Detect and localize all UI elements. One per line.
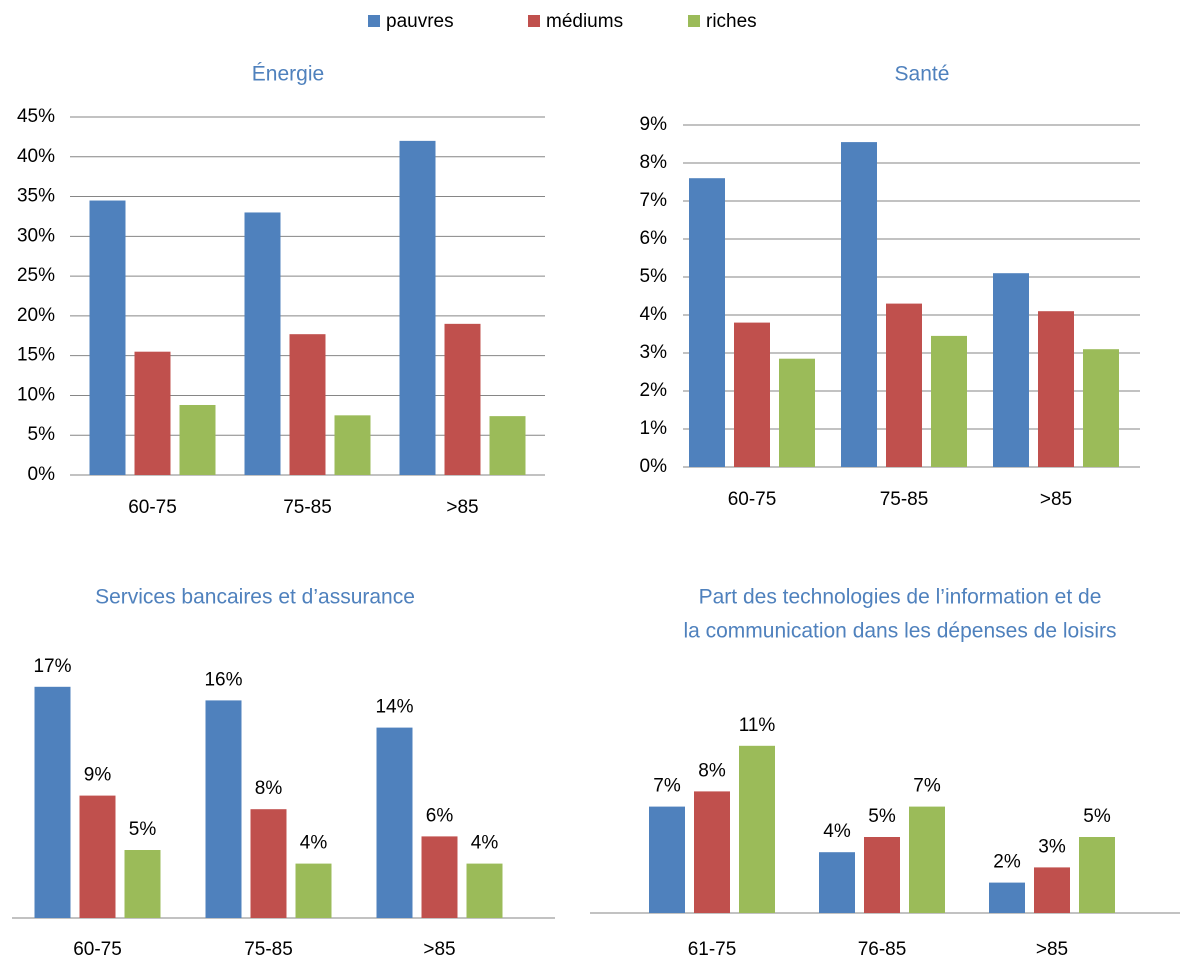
bar xyxy=(205,700,242,918)
y-tick-label: 20% xyxy=(17,305,55,326)
y-tick-label: 1% xyxy=(640,418,668,439)
bar xyxy=(819,852,855,913)
bar xyxy=(649,806,685,913)
y-tick-label: 6% xyxy=(640,228,668,249)
data-label: 5% xyxy=(1083,806,1111,827)
y-tick-label: 3% xyxy=(640,342,668,363)
bar xyxy=(179,404,216,475)
data-label: 14% xyxy=(375,697,413,718)
bar xyxy=(421,836,458,918)
y-tick-label: 0% xyxy=(28,464,56,485)
data-label: 5% xyxy=(129,819,157,840)
data-label: 11% xyxy=(739,715,776,736)
data-label: 6% xyxy=(426,805,454,826)
x-tick-label: >85 xyxy=(1040,489,1072,510)
bar xyxy=(1038,311,1074,467)
data-label: 8% xyxy=(698,760,726,781)
legend-swatch xyxy=(368,15,380,27)
bar xyxy=(334,415,371,475)
x-tick-label: 61-75 xyxy=(688,939,737,960)
y-tick-label: 30% xyxy=(17,225,55,246)
data-label: 8% xyxy=(255,778,283,799)
data-label: 4% xyxy=(823,821,851,842)
bar xyxy=(886,303,922,467)
y-tick-label: 4% xyxy=(640,304,668,325)
bar xyxy=(295,863,332,918)
legend-swatch xyxy=(688,15,700,27)
y-tick-label: 5% xyxy=(28,424,56,445)
y-tick-label: 9% xyxy=(640,114,668,135)
x-tick-label: >85 xyxy=(1036,939,1068,960)
bar xyxy=(739,745,775,913)
data-label: 5% xyxy=(868,806,896,827)
y-tick-label: 5% xyxy=(640,266,668,287)
x-tick-label: >85 xyxy=(446,497,478,518)
x-tick-label: 76-85 xyxy=(858,939,907,960)
chart-title: la communication dans les dépenses de lo… xyxy=(683,620,1116,643)
bar xyxy=(466,863,503,918)
y-tick-label: 10% xyxy=(17,384,55,405)
y-tick-label: 7% xyxy=(640,190,668,211)
data-label: 2% xyxy=(993,852,1021,873)
y-tick-label: 40% xyxy=(17,146,55,167)
x-tick-label: 75-85 xyxy=(283,497,332,518)
bar xyxy=(489,416,526,475)
bar xyxy=(734,322,770,467)
x-tick-label: >85 xyxy=(423,939,455,960)
data-label: 17% xyxy=(33,656,71,677)
bar xyxy=(1083,349,1119,467)
x-tick-label: 60-75 xyxy=(728,489,777,510)
data-label: 16% xyxy=(204,669,242,690)
x-tick-label: 75-85 xyxy=(244,939,293,960)
y-tick-label: 2% xyxy=(640,380,668,401)
legend-label: pauvres xyxy=(386,11,454,32)
chart-title: Services bancaires et d’assurance xyxy=(95,586,415,609)
bar xyxy=(399,140,436,475)
bar xyxy=(864,837,900,913)
bar xyxy=(124,850,161,918)
legend-swatch xyxy=(528,15,540,27)
bar xyxy=(289,334,326,475)
bar xyxy=(250,809,287,918)
bar xyxy=(244,212,281,475)
bar xyxy=(34,686,71,918)
data-label: 3% xyxy=(1038,836,1066,857)
y-tick-label: 15% xyxy=(17,345,55,366)
data-label: 4% xyxy=(300,833,328,854)
bar xyxy=(89,200,126,476)
bar xyxy=(841,142,877,467)
bar xyxy=(444,323,481,475)
data-label: 4% xyxy=(471,833,499,854)
bar xyxy=(376,727,413,918)
bar xyxy=(134,351,171,475)
bar xyxy=(694,791,730,913)
legend-label: riches xyxy=(706,11,757,32)
x-tick-label: 60-75 xyxy=(128,497,177,518)
data-label: 9% xyxy=(84,765,112,786)
y-tick-label: 45% xyxy=(17,106,55,127)
x-tick-label: 60-75 xyxy=(73,939,122,960)
y-tick-label: 25% xyxy=(17,265,55,286)
bar xyxy=(79,795,116,918)
bar xyxy=(689,178,725,467)
bar xyxy=(1034,867,1070,913)
y-tick-label: 0% xyxy=(640,456,668,477)
bar xyxy=(909,806,945,913)
bar xyxy=(779,358,815,467)
bar xyxy=(989,882,1025,913)
legend-label: médiums xyxy=(546,11,623,32)
bar xyxy=(931,335,967,467)
data-label: 7% xyxy=(913,776,941,797)
data-label: 7% xyxy=(653,776,681,797)
y-tick-label: 8% xyxy=(640,152,668,173)
x-tick-label: 75-85 xyxy=(880,489,929,510)
y-tick-label: 35% xyxy=(17,186,55,207)
bar xyxy=(993,273,1029,467)
chart-title: Santé xyxy=(895,63,950,86)
bar xyxy=(1079,837,1115,913)
chart-title: Énergie xyxy=(252,63,324,86)
chart-title: Part des technologies de l’information e… xyxy=(699,586,1102,609)
